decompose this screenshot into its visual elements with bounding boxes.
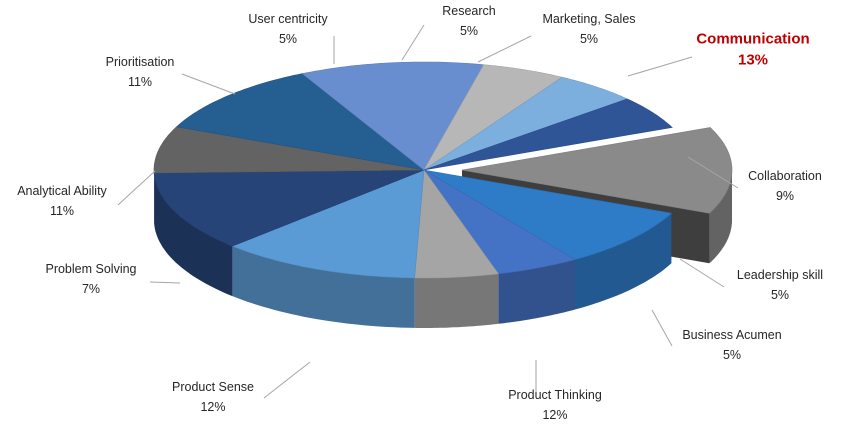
leader-line-communication: [627, 56, 693, 77]
pie-slice-business-acumen: [414, 169, 499, 279]
leader-line-collaboration: [687, 156, 739, 189]
slice-label-prioritisation: Prioritisation: [106, 55, 175, 69]
slice-value-marketing-sales: 5%: [580, 32, 598, 46]
leader-line-business-acumen: [651, 309, 673, 347]
pie-slice-analytical-ability: [175, 73, 425, 171]
slice-label-problem-solving: Problem Solving: [45, 262, 136, 276]
slice-value-user-centricity: 5%: [279, 32, 297, 46]
pie-slice-communication: [461, 127, 733, 214]
slice-label-product-thinking: Product Thinking: [508, 388, 602, 402]
pie-slice-product-sense: [153, 169, 425, 247]
slice-label-leadership-skill: Leadership skill: [737, 268, 823, 282]
slice-value-analytical-ability: 11%: [50, 204, 74, 218]
leader-line-marketing-sales: [477, 35, 532, 63]
slice-label-collaboration: Collaboration: [748, 169, 822, 183]
slice-value-leadership-skill: 5%: [771, 288, 789, 302]
slice-label-user-centricity: User centricity: [248, 12, 328, 26]
pie-slice-prioritisation: [301, 61, 485, 171]
pie-slice-research: [423, 76, 628, 171]
pie-side-product-thinking: [232, 246, 415, 328]
leader-line-problem-solving: [149, 281, 181, 284]
slice-label-marketing-sales: Marketing, Sales: [542, 12, 635, 26]
slice-label-analytical-ability: Analytical Ability: [17, 184, 107, 198]
leader-line-research: [401, 24, 425, 61]
slice-label-product-sense: Product Sense: [172, 380, 254, 394]
pie-slice-user-centricity: [423, 64, 563, 171]
pie-side-leadership-skill: [498, 259, 575, 324]
slice-value-product-sense: 12%: [200, 400, 225, 414]
pie-slice-collaboration: [423, 169, 673, 260]
leader-line-product-sense: [263, 361, 311, 399]
pie-slice-marketing-sales: [423, 98, 673, 171]
slice-value-product-thinking: 12%: [542, 408, 567, 422]
leader-line-prioritisation: [181, 73, 236, 95]
slice-label-communication: Communication: [696, 31, 809, 48]
slice-value-business-acumen: 5%: [723, 348, 741, 362]
pie-slice-problem-solving: [153, 126, 425, 174]
slice-value-prioritisation: 11%: [128, 75, 152, 89]
pie-side-business-acumen: [414, 273, 499, 328]
pie-slice-leadership-skill: [423, 169, 576, 275]
leader-line-leadership-skill: [679, 258, 725, 288]
pie-side-product-sense: [154, 173, 233, 297]
slice-label-business-acumen: Business Acumen: [682, 328, 781, 342]
leader-line-analytical-ability: [117, 170, 156, 206]
slice-value-communication: 13%: [738, 52, 768, 69]
slice-value-research: 5%: [460, 24, 478, 38]
pie-side-collaboration: [575, 213, 672, 310]
pie-slice-product-thinking: [231, 169, 425, 279]
slice-value-problem-solving: 7%: [82, 282, 100, 296]
slice-label-research: Research: [442, 4, 496, 18]
slice-value-collaboration: 9%: [776, 189, 794, 203]
